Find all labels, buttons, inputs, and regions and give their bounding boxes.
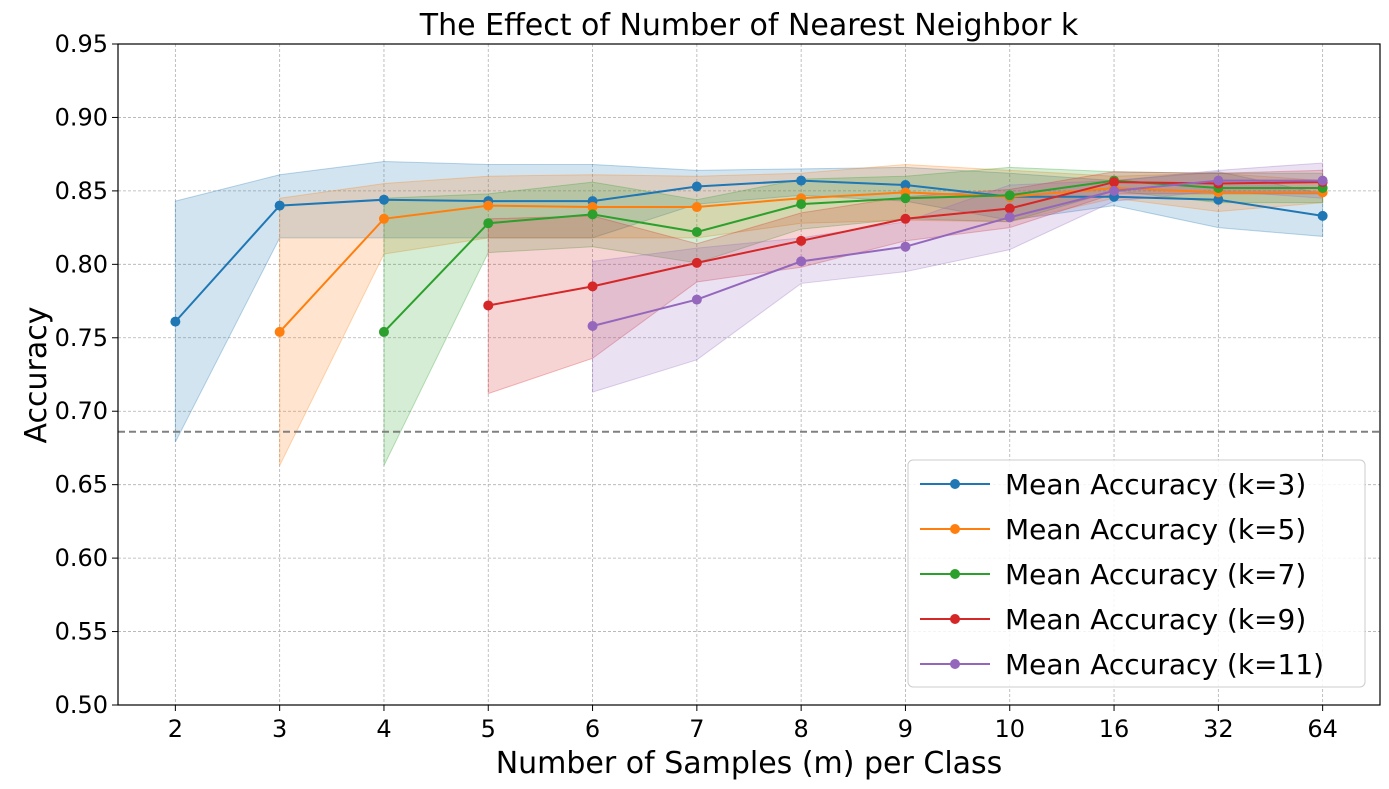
data-point bbox=[796, 256, 807, 267]
x-tick-label: 6 bbox=[585, 715, 600, 743]
data-point bbox=[796, 235, 807, 246]
data-point bbox=[900, 213, 911, 224]
y-tick-label: 0.60 bbox=[55, 544, 108, 572]
series-line-1 bbox=[174, 179, 1323, 323]
x-axis-title: Number of Samples (m) per Class bbox=[496, 746, 1003, 781]
y-tick-label: 0.50 bbox=[55, 691, 108, 719]
data-point bbox=[378, 213, 389, 224]
legend-label: Mean Accuracy (k=5) bbox=[1005, 513, 1306, 546]
data-point bbox=[1213, 194, 1224, 205]
legend: Mean Accuracy (k=3) Mean Accuracy (k=5) Me… bbox=[907, 459, 1366, 688]
legend-swatch-marker bbox=[950, 569, 960, 579]
x-tick-label: 64 bbox=[1307, 715, 1338, 743]
data-point bbox=[483, 200, 494, 211]
series-line-5 bbox=[592, 179, 1323, 327]
series-lines bbox=[170, 175, 1328, 337]
data-point bbox=[483, 218, 494, 229]
data-point bbox=[587, 321, 598, 332]
data-point bbox=[1317, 210, 1328, 221]
data-point bbox=[691, 294, 702, 305]
x-tick-label: 5 bbox=[481, 715, 496, 743]
data-point bbox=[1109, 185, 1120, 196]
data-point bbox=[1109, 177, 1120, 188]
y-tick-label: 0.70 bbox=[55, 397, 108, 425]
y-axis-title: Accuracy bbox=[19, 307, 54, 444]
plot-frame bbox=[117, 43, 1381, 706]
x-tick-label: 32 bbox=[1203, 715, 1234, 743]
data-point bbox=[1004, 203, 1015, 214]
data-point bbox=[900, 193, 911, 204]
confidence-band-series-1 bbox=[174, 161, 1324, 443]
data-point bbox=[691, 257, 702, 268]
x-tick-label: 8 bbox=[794, 715, 809, 743]
data-point bbox=[274, 326, 285, 337]
x-tick-label: 16 bbox=[1099, 715, 1130, 743]
data-point bbox=[900, 241, 911, 252]
data-point bbox=[1004, 190, 1015, 201]
data-point bbox=[378, 326, 389, 337]
data-point bbox=[1004, 212, 1015, 223]
x-tick-label: 4 bbox=[376, 715, 391, 743]
legend-label: Mean Accuracy (k=11) bbox=[1005, 648, 1324, 681]
x-tick-label: 2 bbox=[168, 715, 183, 743]
legend-box bbox=[907, 459, 1366, 688]
chart-title: The Effect of Number of Nearest Neighbor… bbox=[419, 8, 1079, 43]
data-point bbox=[170, 316, 181, 327]
y-tick-label: 0.85 bbox=[55, 177, 108, 205]
y-tick-label: 0.65 bbox=[55, 471, 108, 499]
x-tick-label: 9 bbox=[898, 715, 913, 743]
data-point bbox=[691, 227, 702, 238]
y-tick-label: 0.75 bbox=[55, 324, 108, 352]
data-point bbox=[378, 194, 389, 205]
data-point bbox=[1317, 175, 1328, 186]
legend-swatch-marker bbox=[950, 479, 960, 489]
data-point bbox=[483, 300, 494, 311]
data-point bbox=[900, 180, 911, 191]
axes: 0.50 0.55 0.60 0.65 0.70 0.75 0.80 0.85 0.90 0.95… bbox=[55, 30, 1381, 743]
y-tick-label: 0.80 bbox=[55, 250, 108, 278]
legend-label: Mean Accuracy (k=9) bbox=[1005, 603, 1306, 636]
x-tick-label: 3 bbox=[272, 715, 287, 743]
legend-label: Mean Accuracy (k=7) bbox=[1005, 558, 1306, 591]
data-point bbox=[796, 175, 807, 186]
legend-swatch-marker bbox=[950, 524, 960, 534]
data-point bbox=[691, 181, 702, 192]
legend-swatch-marker bbox=[950, 614, 960, 624]
confidence-bands bbox=[174, 161, 1324, 466]
x-tick-label: 7 bbox=[689, 715, 704, 743]
data-point bbox=[1213, 175, 1224, 186]
y-tick-label: 0.55 bbox=[55, 618, 108, 646]
data-point bbox=[587, 209, 598, 220]
x-tick-label: 10 bbox=[994, 715, 1025, 743]
legend-swatch-marker bbox=[950, 659, 960, 669]
y-tick-label: 0.95 bbox=[55, 30, 108, 58]
y-tick-label: 0.90 bbox=[55, 103, 108, 131]
data-point bbox=[274, 200, 285, 211]
confidence-band-series-3 bbox=[383, 166, 1324, 466]
data-point bbox=[796, 199, 807, 210]
series-line-3 bbox=[383, 179, 1323, 333]
data-point bbox=[691, 202, 702, 213]
legend-label: Mean Accuracy (k=3) bbox=[1005, 468, 1306, 501]
data-point bbox=[587, 281, 598, 292]
data-point bbox=[587, 202, 598, 213]
